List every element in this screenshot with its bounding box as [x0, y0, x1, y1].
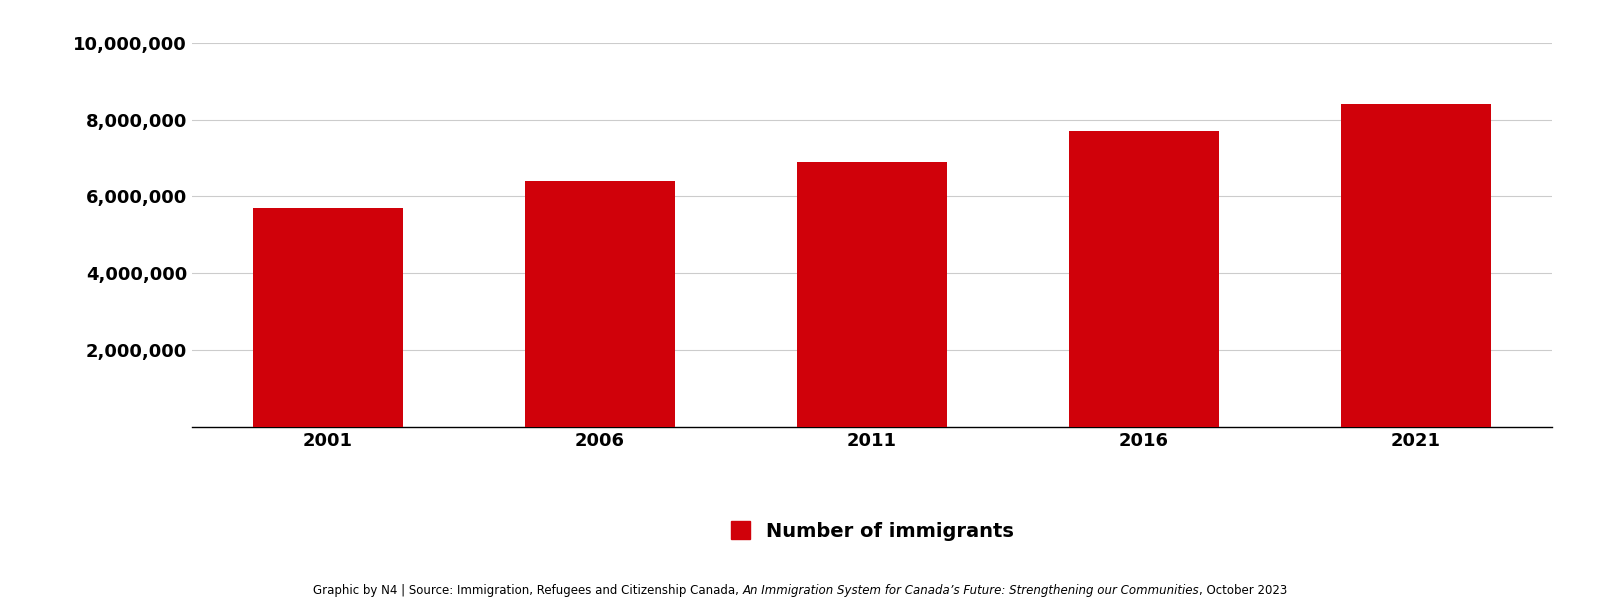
Text: An Immigration System for Canada’s Future: Strengthening our Communities: An Immigration System for Canada’s Futur… — [742, 584, 1198, 597]
Bar — [1341, 104, 1491, 427]
Legend: Number of immigrants: Number of immigrants — [731, 522, 1013, 540]
Bar — [797, 162, 947, 427]
Bar — [1069, 131, 1219, 427]
Bar — [525, 181, 675, 427]
Text: , October 2023: , October 2023 — [1198, 584, 1288, 597]
Text: Graphic by N4 | Source: Immigration, Refugees and Citizenship Canada,: Graphic by N4 | Source: Immigration, Ref… — [312, 584, 742, 597]
Bar — [253, 208, 403, 427]
